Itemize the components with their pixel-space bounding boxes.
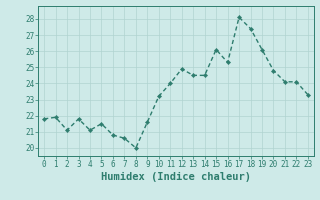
X-axis label: Humidex (Indice chaleur): Humidex (Indice chaleur) [101,172,251,182]
